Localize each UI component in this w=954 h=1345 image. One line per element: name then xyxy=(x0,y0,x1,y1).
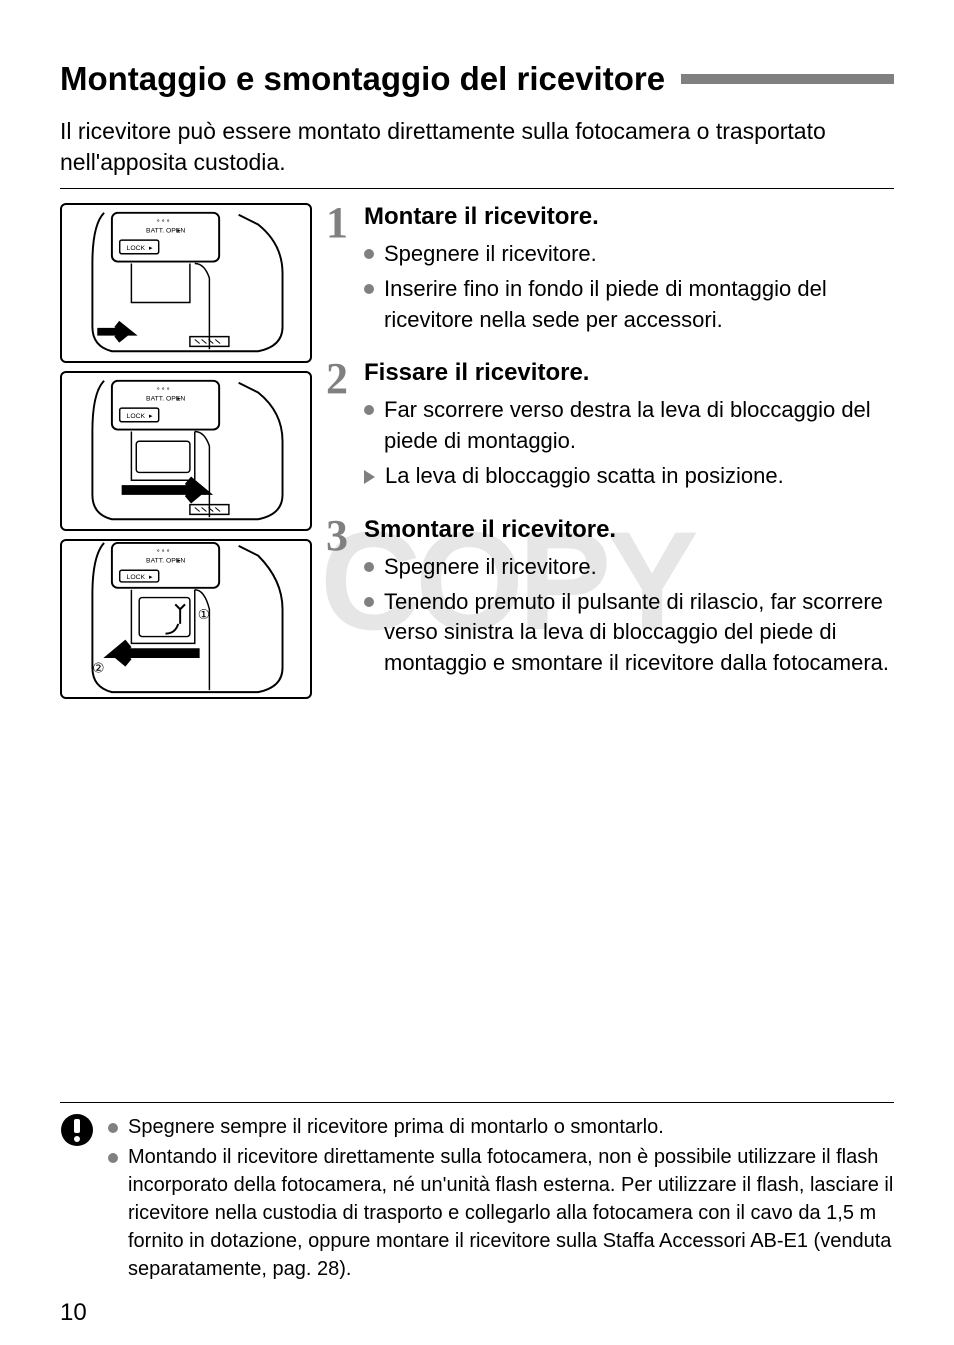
step-number: 2 xyxy=(326,359,354,495)
step-number: 3 xyxy=(326,516,354,683)
page-number: 10 xyxy=(60,1299,87,1327)
figures-column: ⚬⚬⚬ BATT. OPEN ▸ LOCK ▸ ⚬⚬⚬ BATT. OPEN ▸ xyxy=(60,203,312,703)
steps-text-column: 1 Montare il ricevitore. Spegnere il ric… xyxy=(326,203,894,703)
figure-label-lock: LOCK xyxy=(127,245,146,252)
note-list: Spegnere sempre il ricevitore prima di m… xyxy=(108,1113,894,1285)
svg-text:▸: ▸ xyxy=(149,245,153,252)
bullet-dot-icon xyxy=(364,562,374,572)
bullet-item: Tenendo premuto il pulsante di rilascio,… xyxy=(364,587,894,679)
figure-label-batt: ⚬⚬⚬ xyxy=(156,219,171,225)
svg-text:▸: ▸ xyxy=(177,227,181,234)
bullet-dot-icon xyxy=(364,249,374,259)
figure-callout-1: ① xyxy=(198,607,210,622)
note-text: Spegnere sempre il ricevitore prima di m… xyxy=(128,1113,894,1141)
bullet-dot-icon xyxy=(108,1153,118,1163)
heading-bar xyxy=(681,74,894,84)
step-title: Montare il ricevitore. xyxy=(364,203,894,231)
step-title: Fissare il ricevitore. xyxy=(364,359,894,387)
bullet-text: Far scorrere verso destra la leva di blo… xyxy=(384,395,894,457)
svg-text:⚬⚬⚬: ⚬⚬⚬ xyxy=(156,387,171,393)
bullet-item: Inserire fino in fondo il piede di monta… xyxy=(364,274,894,336)
section-divider xyxy=(60,188,894,189)
bullet-arrow-icon xyxy=(364,470,375,484)
bullet-text: Spegnere il ricevitore. xyxy=(384,239,894,270)
bullet-item: Spegnere il ricevitore. xyxy=(364,239,894,270)
bullet-text: Tenendo premuto il pulsante di rilascio,… xyxy=(384,587,894,679)
bullet-text: Spegnere il ricevitore. xyxy=(384,552,894,583)
bullet-dot-icon xyxy=(108,1123,118,1133)
bullet-dot-icon xyxy=(364,405,374,415)
step-1: 1 Montare il ricevitore. Spegnere il ric… xyxy=(326,203,894,339)
svg-text:▸: ▸ xyxy=(177,558,181,565)
step-title: Smontare il ricevitore. xyxy=(364,516,894,544)
svg-text:▸: ▸ xyxy=(177,395,181,402)
figure-label-lock: LOCK xyxy=(127,574,146,581)
step-3: 3 Smontare il ricevitore. Spegnere il ri… xyxy=(326,516,894,683)
bullet-text: Inserire fino in fondo il piede di monta… xyxy=(384,274,894,336)
figure-step-1: ⚬⚬⚬ BATT. OPEN ▸ LOCK ▸ xyxy=(60,203,312,363)
page-heading: Montaggio e smontaggio del ricevitore xyxy=(60,60,665,98)
caution-icon xyxy=(60,1113,94,1147)
bullet-item: La leva di bloccaggio scatta in posizion… xyxy=(364,461,894,492)
steps-area: ⚬⚬⚬ BATT. OPEN ▸ LOCK ▸ ⚬⚬⚬ BATT. OPEN ▸ xyxy=(60,203,894,703)
note-item: Spegnere sempre il ricevitore prima di m… xyxy=(108,1113,894,1141)
figure-label-lock: LOCK xyxy=(127,413,146,420)
heading-row: Montaggio e smontaggio del ricevitore xyxy=(60,60,894,98)
bullet-item: Spegnere il ricevitore. xyxy=(364,552,894,583)
figure-step-3: ⚬⚬⚬ BATT. OPEN ▸ LOCK ▸ ① ② xyxy=(60,539,312,699)
svg-text:▸: ▸ xyxy=(149,413,153,420)
svg-text:▸: ▸ xyxy=(149,574,153,581)
figure-step-2: ⚬⚬⚬ BATT. OPEN ▸ LOCK ▸ xyxy=(60,371,312,531)
svg-text:⚬⚬⚬: ⚬⚬⚬ xyxy=(156,549,171,555)
note-box: Spegnere sempre il ricevitore prima di m… xyxy=(60,1102,894,1285)
bullet-dot-icon xyxy=(364,597,374,607)
step-2: 2 Fissare il ricevitore. Far scorrere ve… xyxy=(326,359,894,495)
bullet-item: Far scorrere verso destra la leva di blo… xyxy=(364,395,894,457)
step-number: 1 xyxy=(326,203,354,339)
figure-callout-2: ② xyxy=(92,661,104,676)
bullet-dot-icon xyxy=(364,284,374,294)
bullet-text: La leva di bloccaggio scatta in posizion… xyxy=(385,461,894,492)
note-text: Montando il ricevitore direttamente sull… xyxy=(128,1143,894,1283)
note-item: Montando il ricevitore direttamente sull… xyxy=(108,1143,894,1283)
intro-paragraph: Il ricevitore può essere montato diretta… xyxy=(60,116,894,178)
